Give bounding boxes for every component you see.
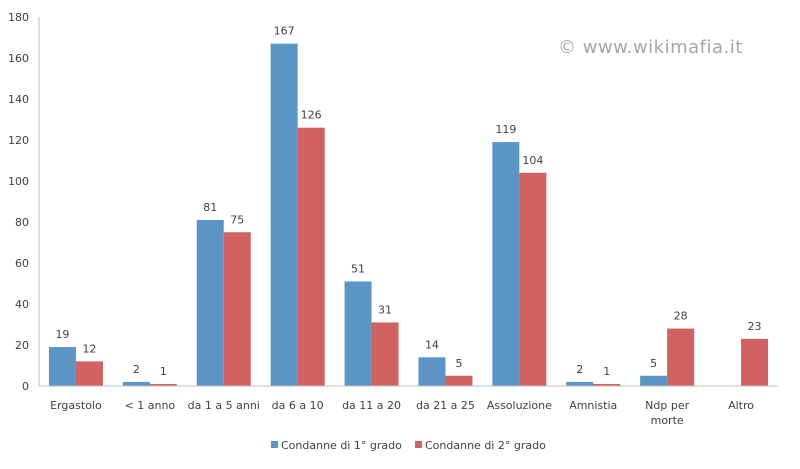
bar — [297, 127, 325, 386]
y-tick-label: 120 — [8, 134, 29, 147]
legend-label: Condanne di 1° grado — [281, 439, 402, 452]
category-label: da 6 a 10 — [272, 399, 324, 412]
y-tick-label: 180 — [8, 11, 29, 24]
bar — [48, 347, 76, 386]
category-label: Ndp per — [645, 399, 689, 412]
data-label: 14 — [425, 338, 439, 351]
legend-swatch — [271, 441, 278, 448]
bar — [270, 43, 298, 387]
bar — [667, 328, 695, 386]
data-label: 28 — [674, 310, 688, 323]
y-axis: 0 20 40 60 80 100 120 140 160 180 — [8, 11, 40, 393]
data-label: 23 — [748, 320, 762, 333]
category-label: Amnistia — [569, 399, 617, 412]
data-label: 5 — [650, 357, 657, 370]
y-tick-label: 80 — [15, 216, 29, 229]
bar — [741, 338, 769, 386]
category-label: < 1 anno — [125, 399, 176, 412]
bar — [149, 383, 177, 386]
y-tick-label: 40 — [15, 298, 29, 311]
category-label: Ergastolo — [50, 399, 102, 412]
y-tick-label: 0 — [22, 380, 29, 393]
bar — [519, 172, 547, 386]
bar — [75, 361, 103, 386]
category-label: Altro — [728, 399, 754, 412]
bar — [344, 281, 372, 386]
data-label: 81 — [203, 201, 217, 214]
bar — [371, 322, 399, 386]
bar — [593, 383, 621, 386]
data-label: 51 — [351, 262, 365, 275]
category-label: Assoluzione — [487, 399, 552, 412]
data-label: 1 — [603, 365, 610, 378]
data-label: 31 — [378, 303, 392, 316]
data-label: 104 — [522, 154, 543, 167]
data-label: 19 — [55, 328, 69, 341]
data-label: 75 — [230, 213, 244, 226]
y-tick-label: 140 — [8, 93, 29, 106]
y-tick-label: 20 — [15, 339, 29, 352]
legend: Condanne di 1° grado Condanne di 2° grado — [271, 439, 546, 452]
y-tick-label: 160 — [8, 52, 29, 65]
data-label: 2 — [133, 363, 140, 376]
data-label: 1 — [160, 365, 167, 378]
category-label: da 21 a 25 — [416, 399, 475, 412]
data-label: 2 — [576, 363, 583, 376]
legend-swatch — [415, 441, 422, 448]
data-label: 119 — [495, 123, 516, 136]
bar — [223, 232, 251, 386]
data-label: 167 — [274, 25, 295, 38]
bar — [445, 375, 473, 386]
data-label: 126 — [301, 109, 322, 122]
bar — [418, 357, 446, 386]
y-tick-label: 100 — [8, 175, 29, 188]
watermark: © www.wikimafia.it — [558, 37, 743, 58]
legend-label: Condanne di 2° grado — [425, 439, 546, 452]
bar — [492, 142, 520, 386]
bar — [566, 381, 594, 386]
category-label: morte — [651, 414, 684, 427]
y-tick-label: 60 — [15, 257, 29, 270]
data-label: 12 — [82, 342, 96, 355]
category-label: da 11 a 20 — [342, 399, 401, 412]
x-axis: Ergastolo < 1 anno da 1 a 5 anni da 6 a 10 d… — [39, 385, 778, 427]
data-label: 5 — [455, 357, 462, 370]
bar — [640, 375, 668, 386]
bar — [196, 219, 224, 386]
bar — [122, 381, 150, 386]
category-label: da 1 a 5 anni — [188, 399, 260, 412]
